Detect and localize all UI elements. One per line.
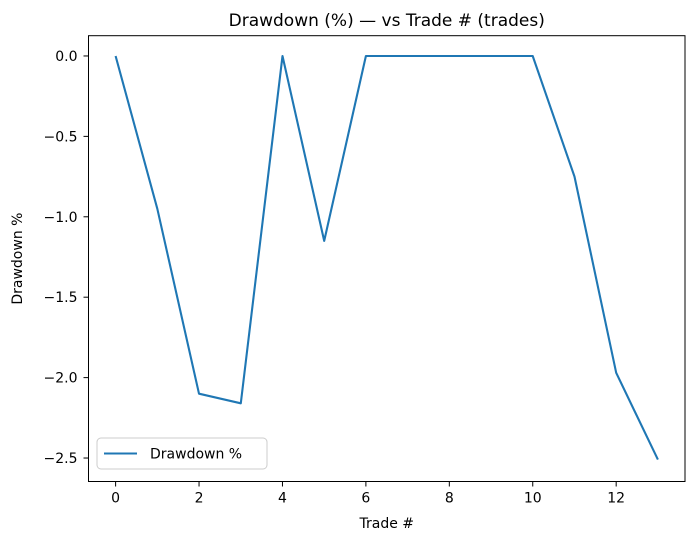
- legend-box: [96, 437, 268, 470]
- legend: Drawdown %: [96, 437, 268, 470]
- y-tick-label: −0.5: [44, 129, 78, 145]
- chart-title: Drawdown (%) — vs Trade # (trades): [229, 11, 545, 31]
- y-tick-label: −1.5: [44, 290, 78, 306]
- axes-ticks: 0 2 4 6 8 10 12 0.0 −0.5 −1.0 −1.5 −2.0 −2.5: [44, 49, 626, 507]
- plot-area: [88, 35, 686, 482]
- x-axis-label: Trade #: [358, 516, 414, 532]
- y-tick-label: 0.0: [55, 49, 77, 65]
- y-tick-label: −1.0: [44, 210, 78, 226]
- x-tick-label: 0: [111, 491, 120, 507]
- x-tick-label: 8: [445, 491, 454, 507]
- drawdown-line: [114, 54, 659, 461]
- x-tick-label: 10: [524, 491, 542, 507]
- series-layer: [114, 54, 659, 461]
- x-tick-label: 6: [361, 491, 370, 507]
- x-tick-label: 12: [607, 491, 625, 507]
- y-tick-label: −2.5: [44, 451, 78, 467]
- y-axis-label: Drawdown %: [10, 213, 26, 305]
- legend-label: Drawdown %: [150, 447, 242, 463]
- x-tick-label: 2: [195, 491, 204, 507]
- x-tick-label: 4: [278, 491, 287, 507]
- y-tick-label: −2.0: [44, 371, 78, 387]
